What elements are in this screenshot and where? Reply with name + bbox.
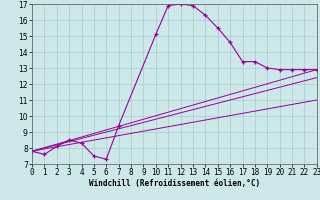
X-axis label: Windchill (Refroidissement éolien,°C): Windchill (Refroidissement éolien,°C) bbox=[89, 179, 260, 188]
